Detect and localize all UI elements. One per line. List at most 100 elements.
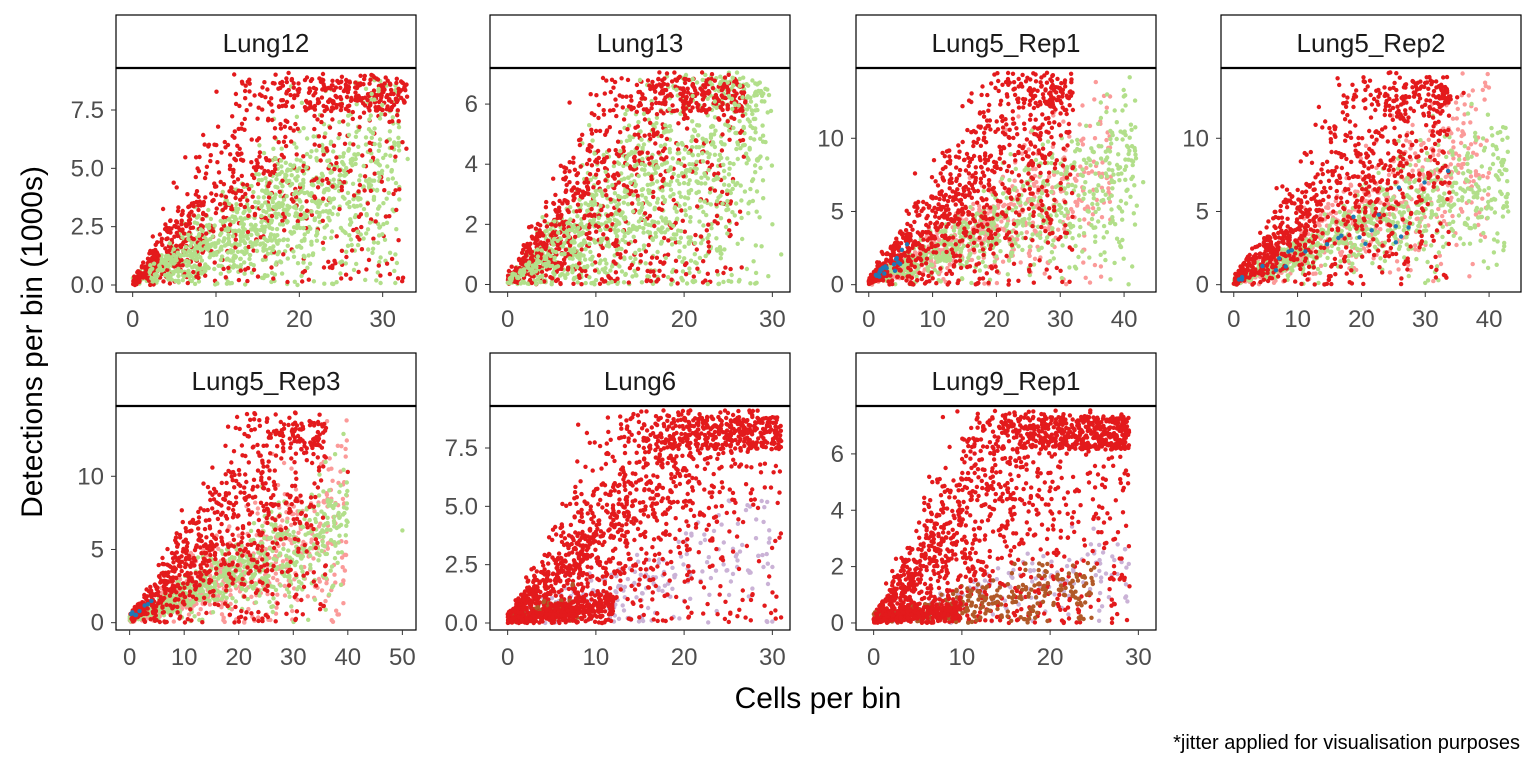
data-point <box>694 159 699 164</box>
data-point <box>331 196 337 201</box>
data-point <box>312 194 317 199</box>
data-point <box>327 125 333 130</box>
data-point <box>702 199 707 204</box>
data-point <box>269 213 275 219</box>
data-point <box>600 245 605 251</box>
data-point <box>548 227 553 232</box>
data-point <box>235 242 240 247</box>
data-point <box>765 156 770 161</box>
data-point <box>1109 141 1114 146</box>
data-point <box>176 205 181 210</box>
data-point <box>590 138 595 143</box>
data-point <box>736 103 741 108</box>
data-point <box>354 98 360 103</box>
data-point <box>544 228 549 234</box>
data-point <box>368 188 374 193</box>
data-point <box>321 82 326 87</box>
data-point <box>708 202 714 207</box>
data-point <box>632 164 637 169</box>
data-point <box>344 254 349 260</box>
data-point <box>718 216 724 221</box>
data-point <box>319 119 324 125</box>
data-point <box>668 222 673 227</box>
data-point <box>247 77 252 82</box>
data-point <box>725 80 730 85</box>
data-point <box>269 220 274 225</box>
data-point <box>385 93 390 98</box>
data-point <box>679 208 684 213</box>
data-point <box>330 83 335 88</box>
data-point <box>322 225 327 230</box>
data-point <box>643 249 649 254</box>
data-point <box>157 232 163 237</box>
data-point <box>765 110 770 115</box>
data-point <box>1073 243 1078 249</box>
data-point <box>281 252 286 257</box>
data-point <box>690 279 695 284</box>
data-point <box>196 203 201 208</box>
data-point <box>294 225 300 231</box>
data-point <box>267 181 272 186</box>
data-point <box>627 137 633 143</box>
data-point <box>174 219 179 224</box>
data-point <box>232 214 238 220</box>
data-point <box>291 128 296 133</box>
data-point <box>643 221 648 227</box>
data-point <box>653 234 659 239</box>
data-point <box>935 270 940 275</box>
data-point <box>319 182 325 187</box>
data-point <box>631 234 636 239</box>
data-point <box>338 85 343 91</box>
data-point <box>720 201 725 206</box>
data-point <box>562 261 567 266</box>
data-point <box>376 263 381 268</box>
data-point <box>1051 256 1057 261</box>
data-point <box>195 166 200 171</box>
data-point <box>707 106 712 112</box>
data-point <box>770 222 775 227</box>
data-point <box>654 100 659 106</box>
data-point <box>402 100 407 105</box>
data-point <box>571 281 576 286</box>
data-point <box>288 125 293 131</box>
data-point <box>673 240 679 245</box>
data-point <box>303 108 308 113</box>
data-point <box>667 182 672 188</box>
data-point <box>188 252 194 258</box>
data-point <box>326 259 331 264</box>
data-point <box>261 245 266 251</box>
data-point <box>350 181 356 186</box>
data-point <box>625 127 630 132</box>
data-point <box>1081 157 1087 162</box>
data-point <box>947 262 952 267</box>
data-point <box>685 86 690 91</box>
data-point <box>371 240 377 245</box>
data-point <box>662 142 668 147</box>
data-point <box>198 223 204 228</box>
data-point <box>624 155 629 160</box>
data-point <box>1050 226 1055 231</box>
data-point <box>544 199 549 205</box>
data-point <box>719 148 725 153</box>
data-point <box>223 194 229 200</box>
data-point <box>670 269 675 275</box>
data-point <box>131 280 137 285</box>
data-point <box>636 132 641 137</box>
data-point <box>176 266 181 271</box>
data-point <box>753 281 758 286</box>
data-point <box>753 130 758 135</box>
data-point <box>244 250 249 255</box>
data-point <box>640 156 645 162</box>
data-point <box>587 172 593 177</box>
data-point <box>544 213 549 218</box>
data-point <box>174 255 179 260</box>
data-point <box>725 191 730 197</box>
data-point <box>740 113 745 118</box>
y-tick-label: 7.5 <box>71 97 104 124</box>
data-point <box>263 224 268 229</box>
data-point <box>344 94 350 100</box>
facet-strip <box>115 14 417 69</box>
data-point <box>295 87 300 93</box>
data-point <box>295 261 301 266</box>
data-point <box>573 234 578 239</box>
